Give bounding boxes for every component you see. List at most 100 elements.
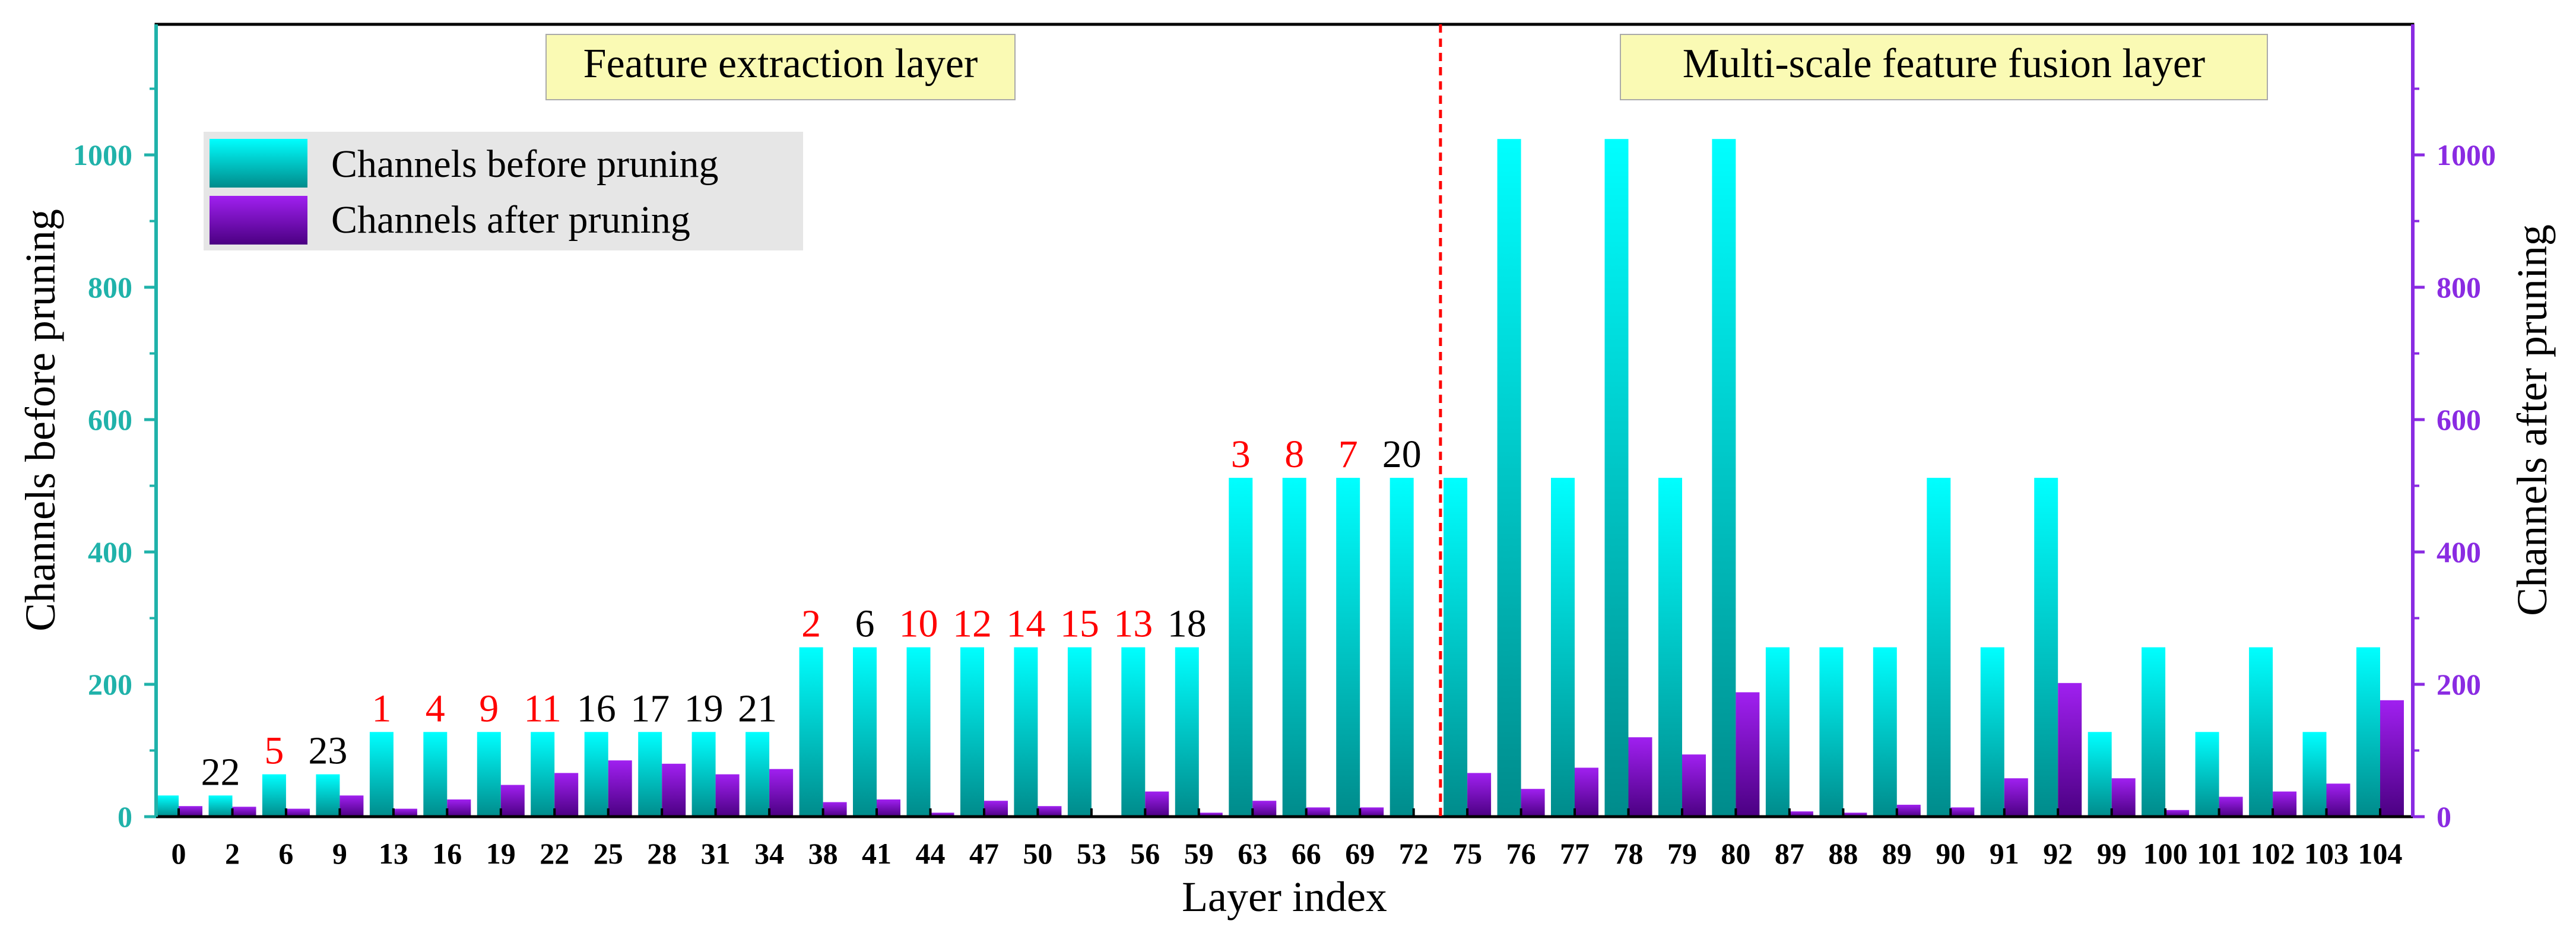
bar-before-53	[1067, 647, 1092, 817]
bar-before-79	[1658, 478, 1682, 817]
x-tick-label: 2	[225, 837, 240, 870]
bar-before-88	[1819, 647, 1844, 817]
bar-before-100	[2142, 647, 2166, 817]
x-tick-label: 25	[594, 837, 623, 870]
bar-after-102	[2273, 791, 2297, 817]
legend-swatch-after	[210, 196, 307, 245]
bar-after-79	[1682, 754, 1706, 817]
x-tick-label: 6	[278, 837, 293, 870]
bar-after-22	[554, 773, 579, 817]
y-tick-label-left: 800	[88, 271, 132, 304]
legend-label-before: Channels before pruning	[331, 142, 719, 186]
bar-before-69	[1336, 478, 1360, 817]
x-tick-label: 91	[1990, 837, 2019, 870]
bar-after-13	[393, 808, 417, 817]
bar-after-56	[1145, 791, 1169, 817]
bar-annotation-label: 16	[577, 687, 616, 730]
y-tick-label-right: 200	[2437, 668, 2481, 701]
bar-after-28	[662, 763, 686, 817]
x-tick-label: 80	[1721, 837, 1750, 870]
bar-annotation-label: 10	[899, 602, 938, 646]
bar-after-31	[715, 774, 740, 817]
bar-after-104	[2380, 700, 2404, 817]
bar-annotation-label: 23	[308, 729, 347, 773]
x-tick-label: 50	[1023, 837, 1052, 870]
x-tick-label: 22	[540, 837, 569, 870]
x-tick-label: 47	[969, 837, 999, 870]
bar-annotation-label: 2	[801, 602, 821, 646]
y-tick-label-left: 0	[118, 800, 132, 833]
bars-layer	[155, 139, 2404, 817]
bar-after-90	[1950, 807, 1975, 817]
bar-annotation-label: 20	[1382, 433, 1422, 476]
bar-after-63	[1252, 801, 1277, 817]
legend-label-after: Channels after pruning	[331, 198, 690, 242]
region-label-feature-extraction: Feature extraction layer	[583, 41, 978, 87]
x-tick-label: 66	[1292, 837, 1321, 870]
bar-before-76	[1497, 139, 1521, 817]
bar-annotation-label: 1	[372, 687, 391, 730]
bar-before-31	[691, 732, 716, 817]
x-tick-label: 88	[1828, 837, 1858, 870]
legend-swatch-before	[210, 139, 307, 188]
bar-after-69	[1360, 807, 1384, 817]
x-tick-label: 69	[1345, 837, 1375, 870]
x-tick-label: 53	[1077, 837, 1106, 870]
bar-before-34	[745, 732, 770, 817]
bar-annotation-label: 6	[855, 602, 875, 646]
bar-after-100	[2165, 810, 2190, 817]
bar-after-80	[1736, 692, 1760, 817]
bar-before-44	[906, 647, 931, 817]
bar-after-47	[984, 801, 1008, 817]
x-tick-label: 101	[2197, 837, 2241, 870]
bar-before-90	[1927, 478, 1951, 817]
y-axis-title-right: Channels after pruning	[2508, 224, 2556, 616]
x-tick-label: 90	[1936, 837, 1965, 870]
y-tick-label-left: 600	[88, 403, 132, 436]
bar-annotation-label: 22	[201, 750, 240, 794]
x-tick-label: 72	[1399, 837, 1429, 870]
bar-after-77	[1575, 767, 1598, 817]
bar-before-41	[853, 647, 877, 817]
bar-annotation-label: 8	[1284, 433, 1304, 476]
bar-after-0	[179, 806, 202, 817]
region-box-multiscale-fusion	[1620, 34, 2268, 100]
bar-after-78	[1628, 737, 1652, 817]
x-tick-label: 103	[2304, 837, 2349, 870]
x-tick-label: 104	[2358, 837, 2403, 870]
x-tick-label: 41	[862, 837, 892, 870]
bar-before-99	[2088, 732, 2112, 817]
bar-before-59	[1175, 647, 1199, 817]
bar-before-75	[1444, 478, 1468, 817]
bar-after-92	[2058, 683, 2082, 817]
x-tick-label: 77	[1560, 837, 1590, 870]
bar-after-91	[2004, 778, 2028, 817]
bar-after-19	[500, 785, 525, 817]
bar-annotation-label: 7	[1338, 433, 1358, 476]
bar-after-89	[1896, 804, 1921, 817]
bar-after-59	[1198, 813, 1223, 817]
bar-annotation-label: 9	[479, 687, 499, 730]
bar-annotation-label: 12	[953, 602, 992, 646]
bar-before-13	[369, 732, 394, 817]
bar-after-34	[769, 769, 794, 817]
bar-before-87	[1765, 647, 1790, 817]
bar-before-92	[2034, 478, 2058, 817]
bar-before-91	[1980, 647, 2004, 817]
bar-after-99	[2111, 778, 2136, 817]
x-tick-label: 34	[754, 837, 784, 870]
bar-before-16	[423, 732, 448, 817]
bar-annotation-label: 5	[264, 729, 284, 773]
y-tick-label-right: 0	[2437, 800, 2451, 833]
bar-before-50	[1014, 647, 1038, 817]
x-tick-label: 76	[1506, 837, 1536, 870]
bar-after-2	[232, 807, 256, 817]
region-box-feature-extraction	[545, 34, 1016, 100]
x-tick-label: 13	[379, 837, 408, 870]
x-tick-label: 19	[486, 837, 516, 870]
bar-before-104	[2356, 647, 2380, 817]
bar-before-47	[960, 647, 984, 817]
x-tick-label: 0	[172, 837, 186, 870]
bar-before-102	[2249, 647, 2273, 817]
